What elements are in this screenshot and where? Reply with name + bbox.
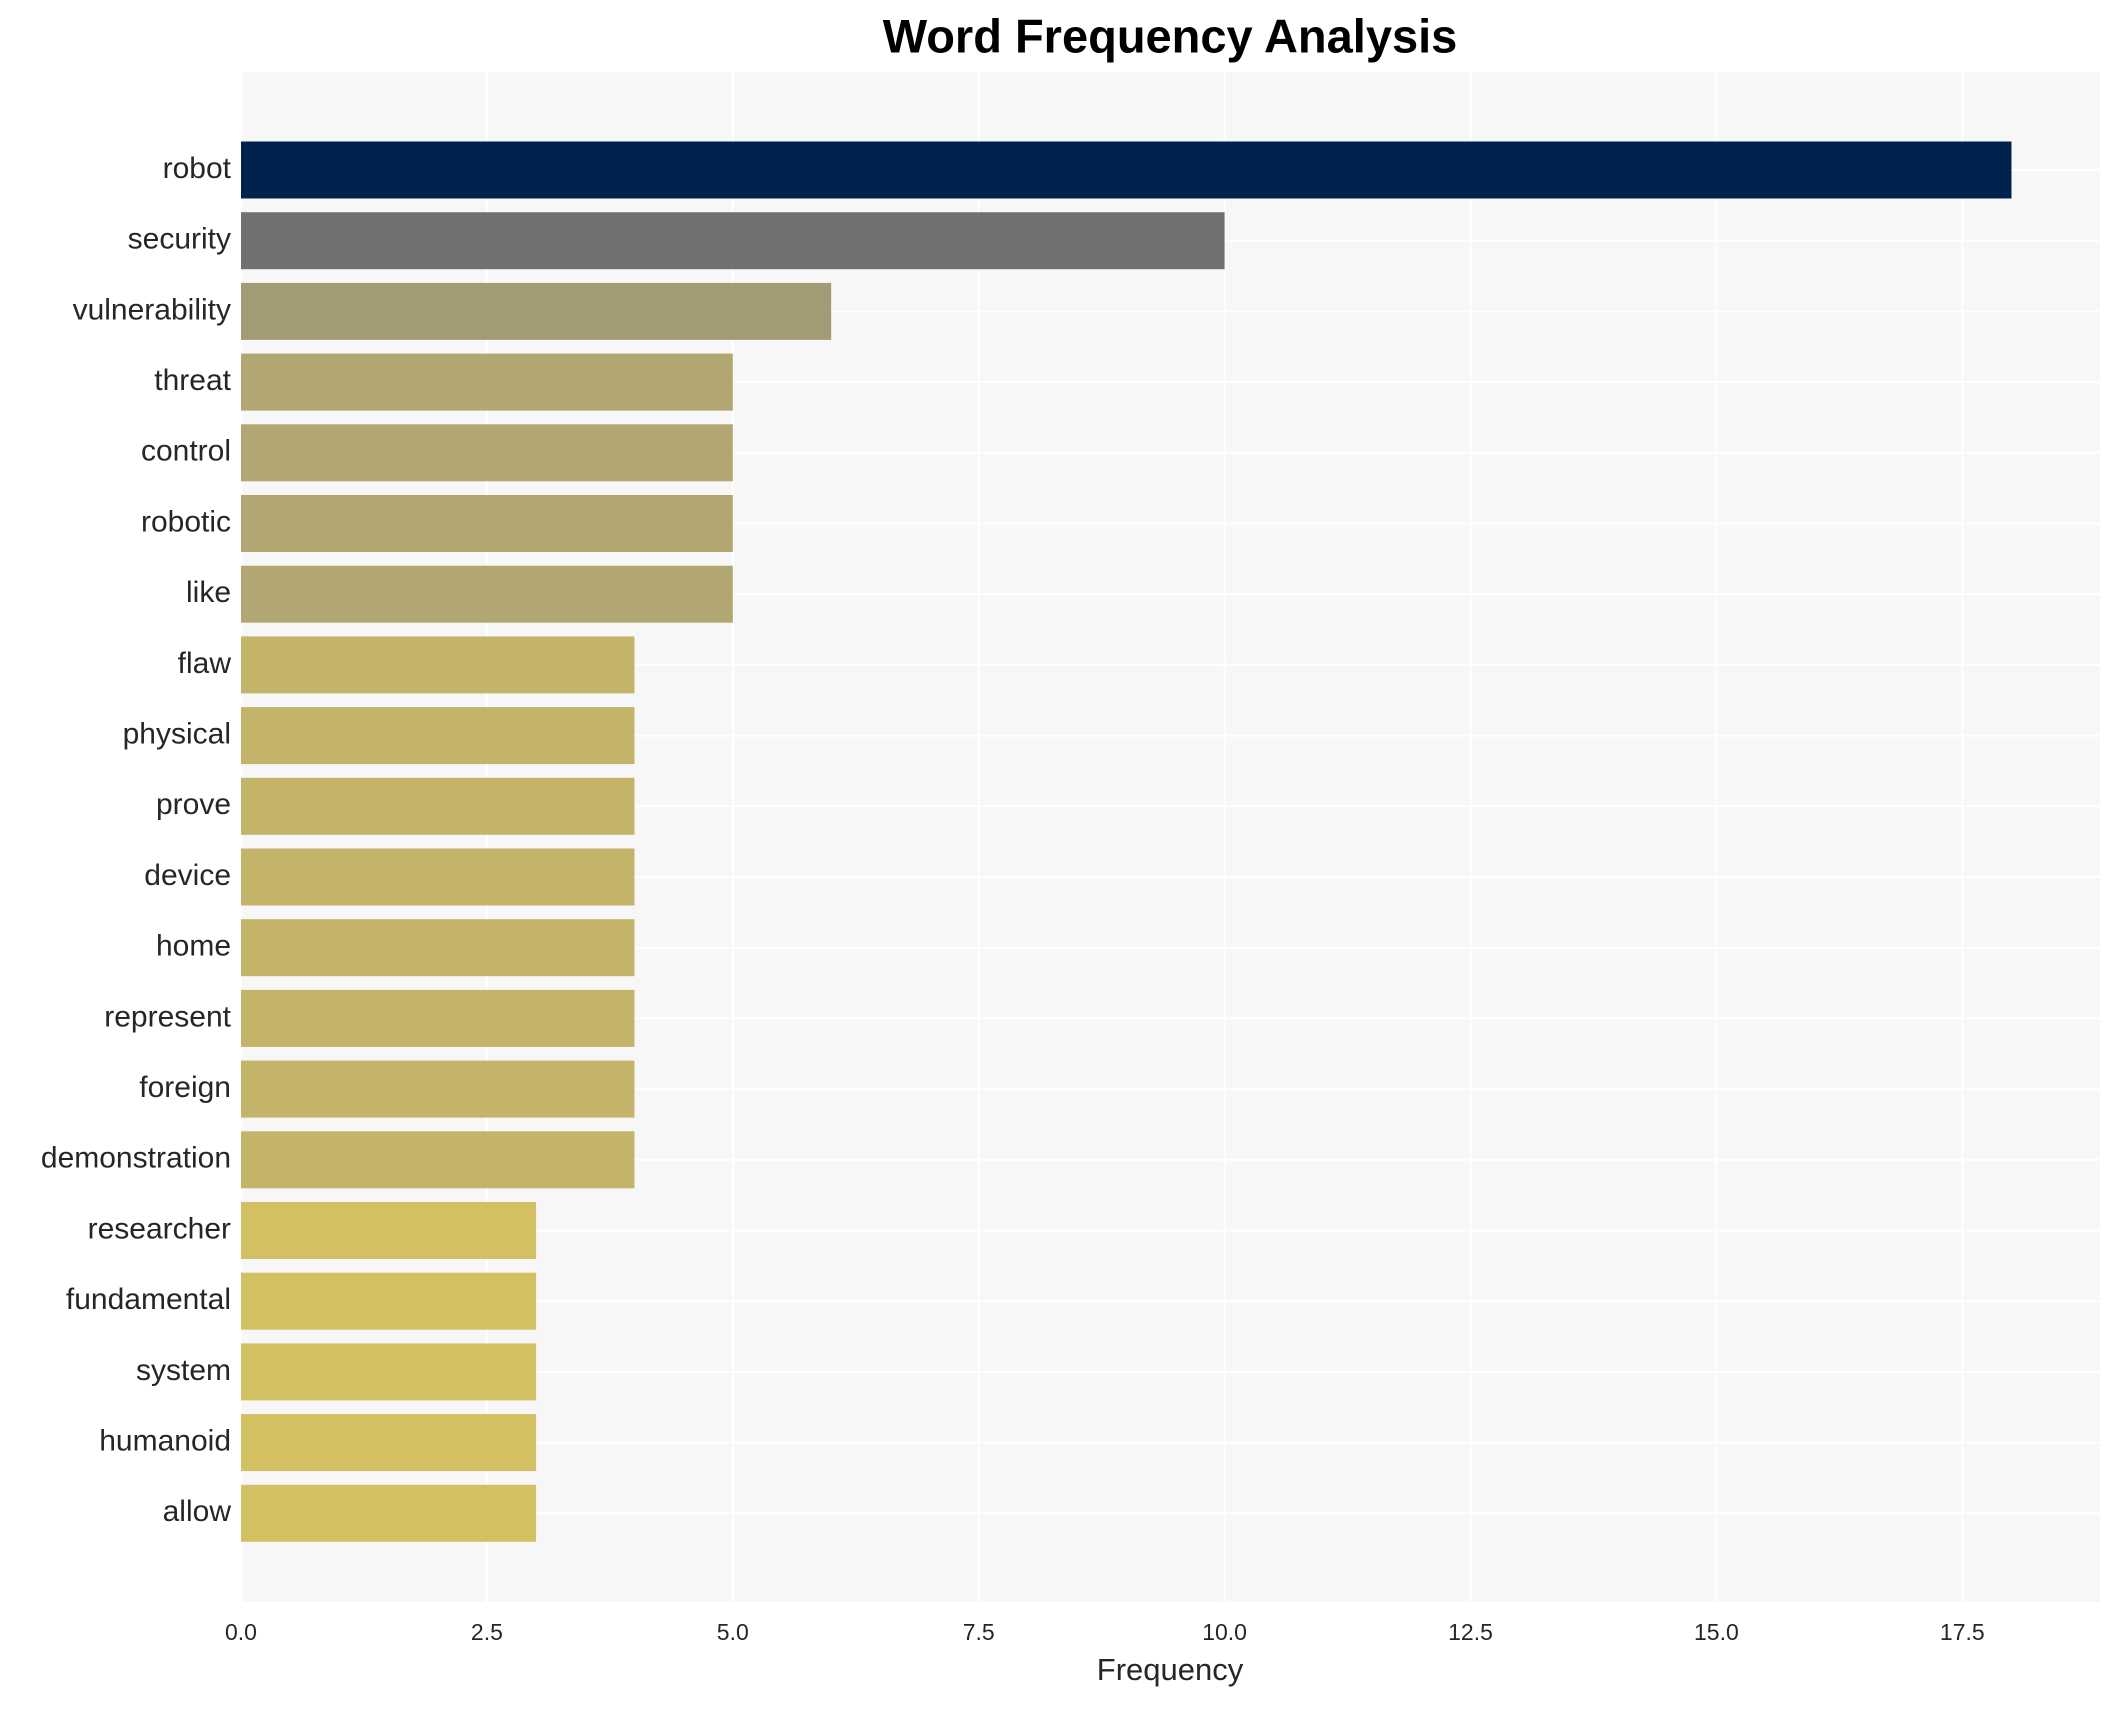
y-tick-label: security (128, 223, 231, 256)
chart-title: Word Frequency Analysis (883, 9, 1458, 62)
y-tick-label: system (136, 1354, 231, 1387)
bar (241, 989, 635, 1047)
y-tick-label: control (141, 435, 231, 468)
bar (241, 848, 635, 906)
y-tick-label: humanoid (99, 1425, 231, 1458)
bar (241, 282, 832, 340)
bar (241, 212, 1225, 270)
y-tick-label: represent (104, 1000, 231, 1033)
bar (241, 1484, 537, 1542)
bar (241, 1060, 635, 1118)
x-tick-label: 17.5 (1940, 1619, 1985, 1645)
y-tick-label: vulnerability (73, 293, 231, 326)
bar (241, 1272, 537, 1330)
bar (241, 1131, 635, 1189)
y-tick-label: fundamental (66, 1283, 231, 1316)
x-tick-label: 2.5 (471, 1619, 503, 1645)
y-tick-label: threat (154, 364, 231, 397)
y-tick-label: device (144, 859, 231, 892)
y-tick-label: physical (123, 718, 231, 751)
y-tick-label: foreign (139, 1071, 231, 1104)
y-tick-label: allow (163, 1495, 232, 1528)
x-axis-label: Frequency (1097, 1652, 1244, 1687)
y-tick-label: home (156, 930, 231, 963)
bar (241, 424, 733, 482)
bar (241, 495, 733, 552)
bar (241, 1343, 537, 1401)
y-tick-label: like (186, 576, 231, 609)
bar (241, 1202, 537, 1259)
x-tick-label: 12.5 (1448, 1619, 1493, 1645)
y-tick-label: robotic (141, 505, 231, 538)
bar (241, 141, 2012, 199)
x-tick-label: 0.0 (225, 1619, 257, 1645)
bar (241, 919, 635, 977)
y-tick-label: flaw (178, 647, 232, 680)
x-tick-label: 7.5 (963, 1619, 995, 1645)
bar (241, 1414, 537, 1472)
y-tick-label: researcher (88, 1212, 231, 1245)
y-tick-label: robot (163, 152, 232, 185)
bar (241, 636, 635, 694)
x-tick-label: 10.0 (1202, 1619, 1247, 1645)
x-tick-label: 5.0 (717, 1619, 749, 1645)
y-tick-label: prove (156, 788, 231, 821)
y-tick-label: demonstration (41, 1142, 231, 1175)
bar (241, 707, 635, 765)
x-tick-label: 15.0 (1694, 1619, 1739, 1645)
bar (241, 565, 733, 623)
bar (241, 353, 733, 411)
bar (241, 777, 635, 835)
